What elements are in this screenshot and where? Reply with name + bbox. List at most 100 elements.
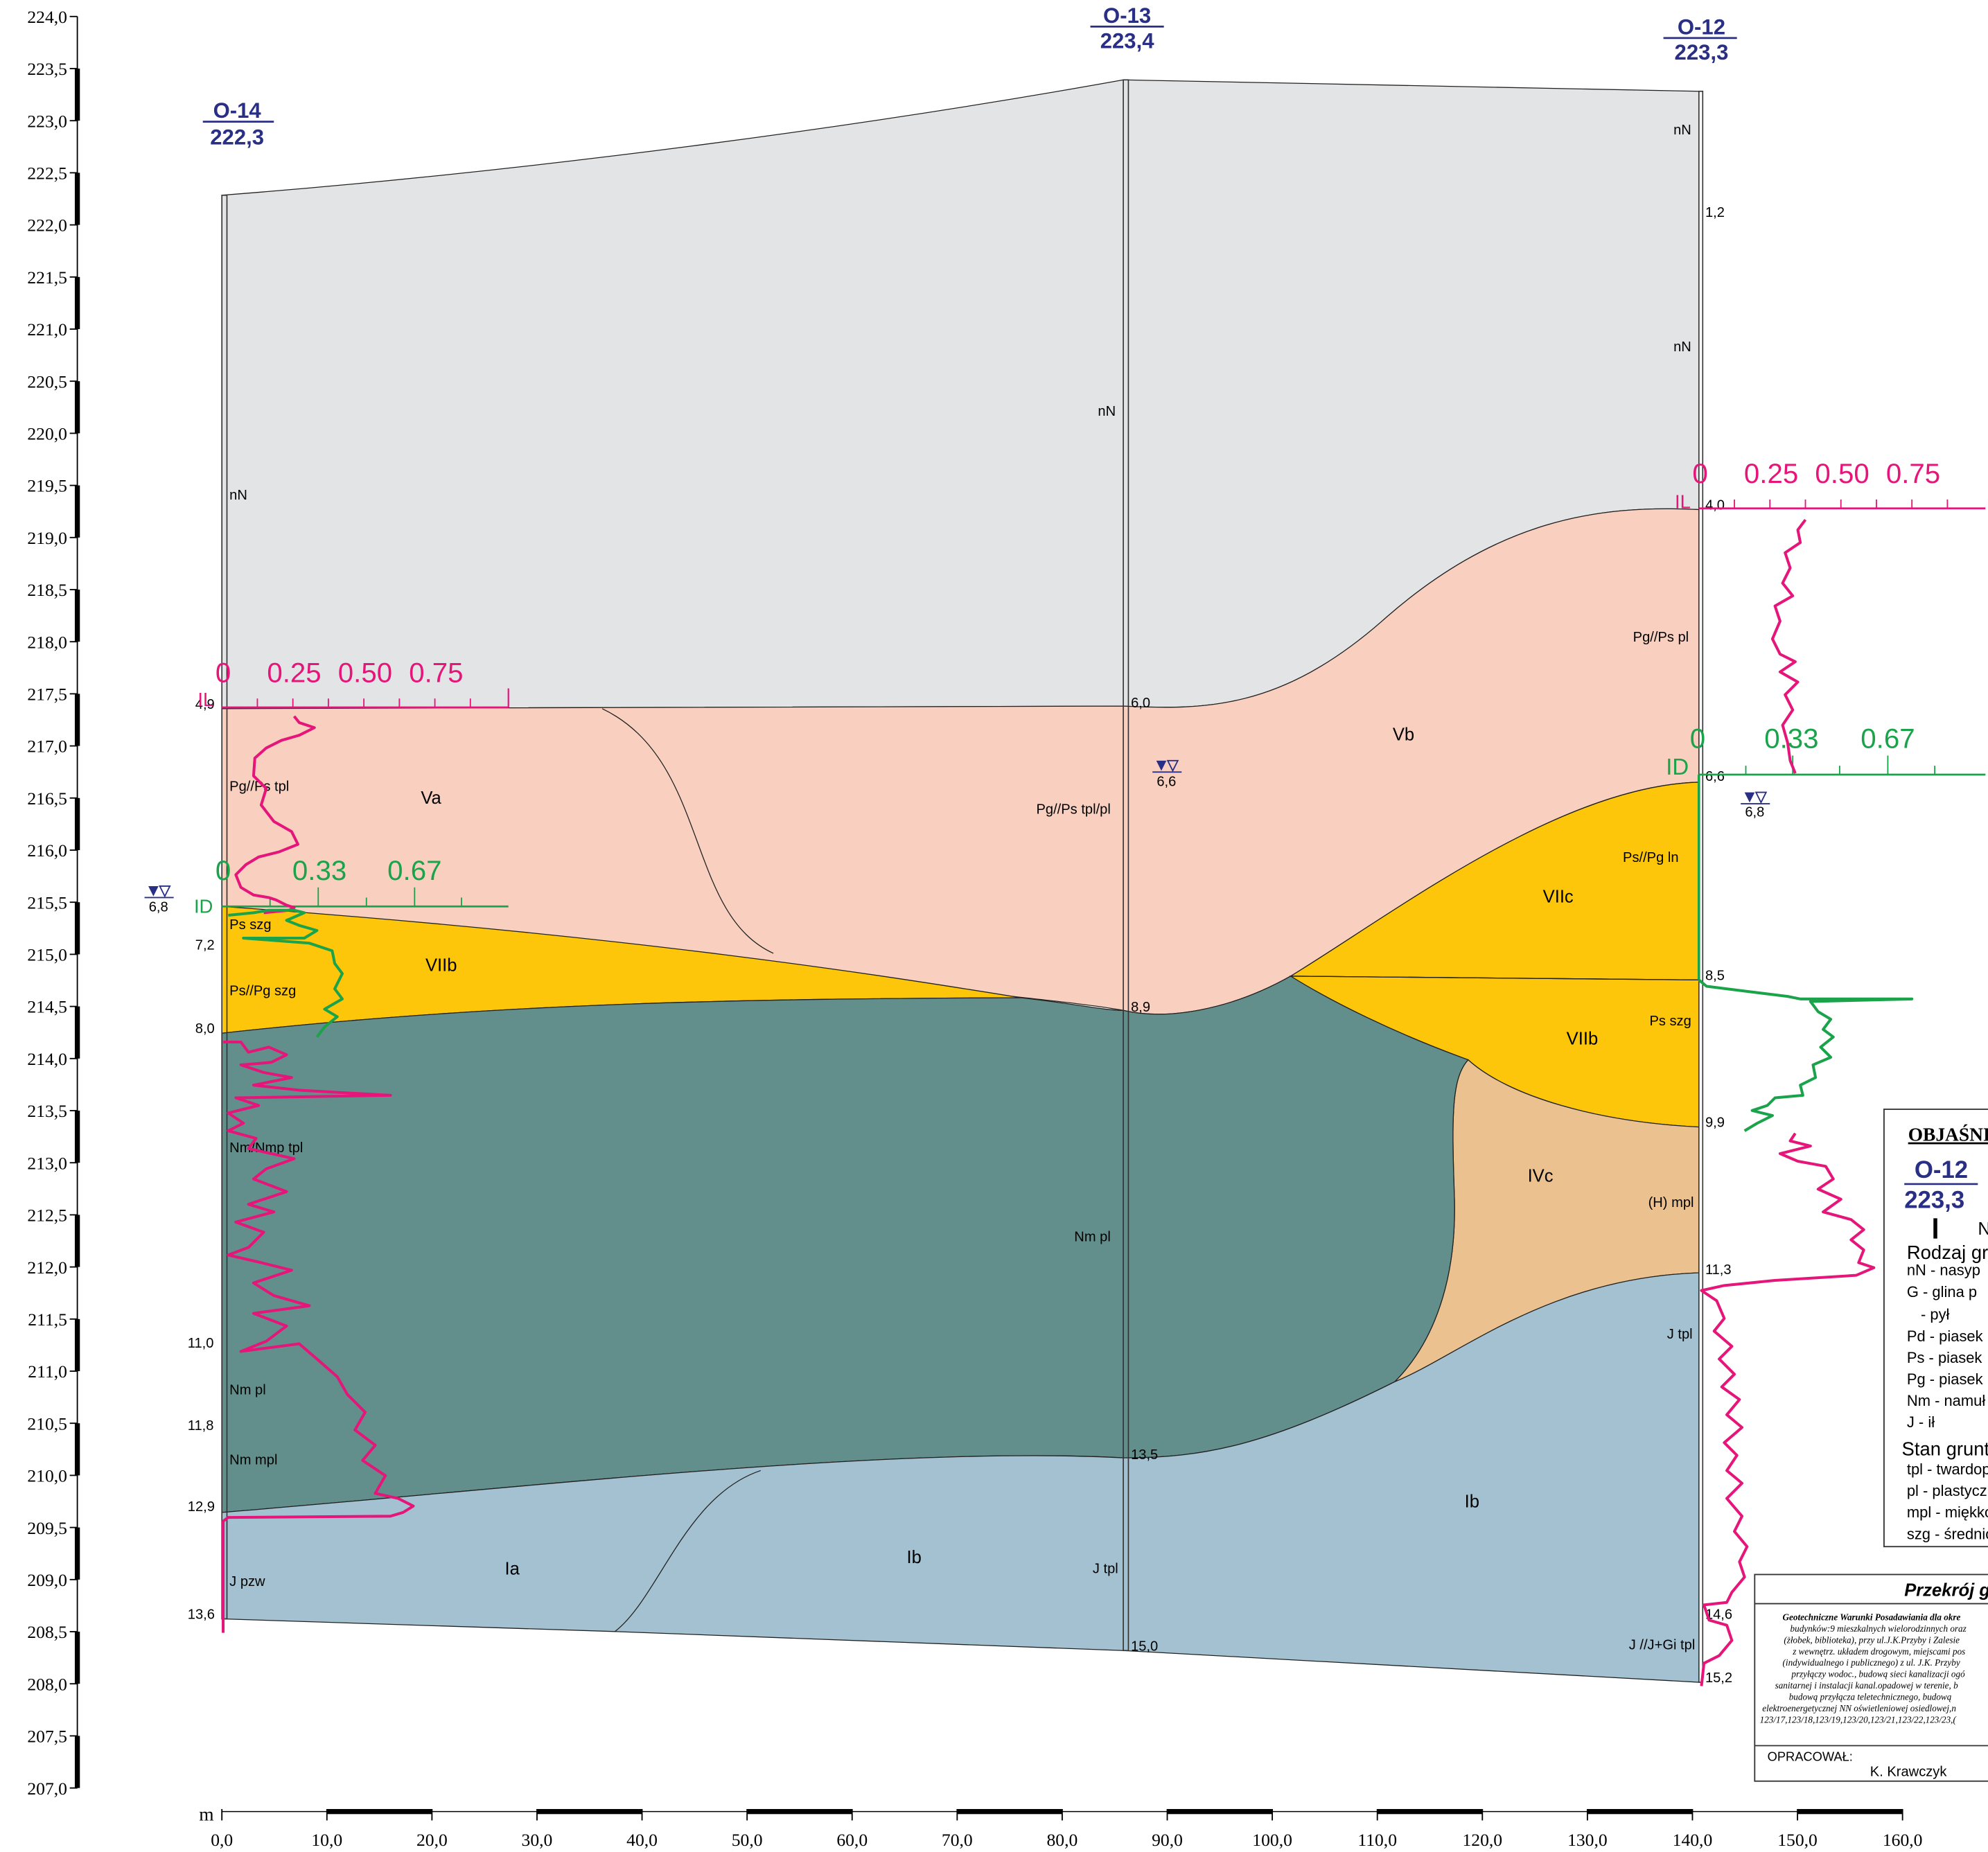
distance-axis-band [326, 1808, 432, 1815]
il-tick: 0.50 [338, 657, 392, 688]
depth-label: 6,0 [1131, 696, 1150, 711]
elevation-tick-label: 215,0 [27, 945, 67, 965]
il-tick: 0 [1692, 458, 1707, 489]
il-curve-O-12-lower [1700, 1132, 1876, 1686]
depth-label: 11,8 [188, 1418, 214, 1434]
water-level-label: 6,8 [1745, 804, 1764, 820]
elevation-tick-label: 213,5 [27, 1101, 67, 1121]
distance-axis-band [1797, 1808, 1903, 1815]
title-block-line: budynków:9 mieszkalnych wielorodzinnych … [1791, 1623, 1967, 1634]
distance-tick-label: 90,0 [1152, 1830, 1183, 1850]
depth-label: 4,9 [195, 697, 215, 712]
elevation-axis-band [74, 1632, 80, 1684]
elevation-axis-band [74, 276, 80, 329]
layer-label: VIIb [425, 956, 457, 976]
id-curve-O-12 [1698, 978, 1914, 1132]
legend-item: mpl - miękko [1907, 1503, 1988, 1521]
elevation-tick-label: 214,5 [27, 997, 67, 1017]
depth-label: 13,6 [188, 1607, 215, 1623]
id-tick: 0.33 [292, 855, 346, 886]
water-level-label: 6,6 [1156, 774, 1176, 789]
elevation-tick-label: 221,5 [27, 267, 67, 288]
borehole-elevation: 222,3 [210, 125, 264, 150]
elevation-tick-label: 218,0 [27, 632, 67, 652]
water-level-O-13: 6,6 [1152, 759, 1182, 789]
author: K. Krawczyk [1870, 1764, 1948, 1779]
elevation-tick-label: 213,0 [27, 1153, 67, 1173]
layer-label: Vb [1393, 725, 1414, 745]
elevation-axis-band [74, 1423, 80, 1476]
water-level-O-14: 6,8 [144, 885, 174, 915]
title-block-line: przyłączy wodoc., budową sieci kanalizac… [1791, 1669, 1965, 1679]
layer-label: VIIc [1543, 888, 1574, 907]
legend-sample-elev: 223,3 [1904, 1188, 1964, 1214]
elevation-tick-label: 216,5 [27, 788, 67, 809]
elevation-axis-band [74, 1006, 80, 1059]
depth-label: 14,6 [1705, 1607, 1732, 1623]
elevation-axis-band [74, 68, 80, 121]
elevation-axis-band [74, 381, 80, 434]
elevation-tick-label: 207,5 [27, 1727, 67, 1747]
layer-label: Ib [907, 1548, 922, 1567]
elevation-axis-band [74, 589, 80, 642]
soil-label: nN [229, 488, 247, 503]
soil-label: Nm pl [229, 1383, 266, 1398]
il-tick: 0.25 [267, 657, 321, 688]
soil-label: Ps//Pg ln [1623, 850, 1678, 865]
elevation-axis: 224,0 223,5 223,0 222,5 222,0 221,5 221,0 220,5… [27, 7, 80, 1799]
water-level-label: 6,8 [149, 900, 168, 915]
distance-tick-label: 10,0 [311, 1830, 342, 1850]
distance-tick-label: 140,0 [1673, 1830, 1713, 1850]
distance-tick-label: 100,0 [1252, 1830, 1292, 1850]
soil-label: Nm mpl [229, 1452, 277, 1467]
legend-item: Ps - piasek [1907, 1349, 1982, 1366]
elevation-tick-label: 214,0 [27, 1049, 67, 1069]
depth-label: 15,2 [1705, 1670, 1732, 1686]
depth-label: 9,9 [1705, 1115, 1725, 1131]
borehole-O-13-column [1123, 79, 1129, 1652]
id-tick: 0.67 [1861, 723, 1915, 755]
borehole-elevation: 223,3 [1675, 40, 1729, 64]
il-label: IL [1675, 491, 1691, 513]
id-label: ID [1666, 754, 1689, 779]
distance-tick-label: 40,0 [626, 1830, 658, 1850]
borehole-id: O-13 [1103, 3, 1151, 28]
elevation-tick-label: 209,0 [27, 1570, 67, 1590]
il-tick: 0 [215, 657, 231, 688]
elevation-tick-label: 212,5 [27, 1206, 67, 1226]
distance-tick-label: 0,0 [211, 1830, 233, 1850]
distance-tick-label: 60,0 [836, 1830, 868, 1850]
elevation-tick-label: 210,5 [27, 1413, 67, 1434]
layer-label: IVc [1528, 1166, 1554, 1185]
elevation-axis-band [74, 173, 80, 225]
depth-label: 8,0 [195, 1021, 215, 1037]
water-level-O-12: 6,8 [1741, 791, 1770, 820]
layer-label: Ia [505, 1559, 520, 1578]
geological-layers [221, 79, 1700, 1683]
soil-label: nN [1673, 339, 1691, 355]
elevation-tick-label: 208,0 [27, 1674, 67, 1694]
layer-label: VIIb [1567, 1030, 1599, 1049]
depth-label: 8,5 [1705, 968, 1725, 983]
title-block-title: Przekrój g [1904, 1581, 1988, 1600]
depth-label: 11,0 [188, 1336, 214, 1351]
il-scale-O-14: 0 0.25 0.50 0.75 IL [197, 657, 509, 710]
depth-label: 15,0 [1131, 1639, 1158, 1654]
soil-label: Ps szg [229, 917, 271, 933]
depth-label: 4,0 [1705, 498, 1725, 513]
distance-axis-band [747, 1808, 852, 1815]
soil-label: nN [1673, 123, 1691, 138]
il-tick: 0.25 [1744, 458, 1798, 489]
depth-label: 7,2 [195, 937, 215, 953]
id-tick: 0 [1690, 723, 1705, 755]
soil-label: Ps//Pg szg [229, 983, 296, 998]
elevation-tick-label: 219,0 [27, 528, 67, 548]
elevation-tick-label: 217,0 [27, 737, 67, 757]
elevation-tick-label: 224,0 [27, 7, 67, 27]
elevation-tick-label: 219,5 [27, 476, 67, 496]
elevation-tick-label: 217,5 [27, 685, 67, 705]
legend-item: G - glina p [1907, 1283, 1977, 1300]
id-scale-O-14: 0 0.33 0.67 ID [194, 855, 509, 917]
title-block: Przekrój g Geotechniczne Warunki Posadaw… [1754, 1573, 1988, 1782]
legend-item: Pg - piasek [1907, 1370, 1983, 1388]
